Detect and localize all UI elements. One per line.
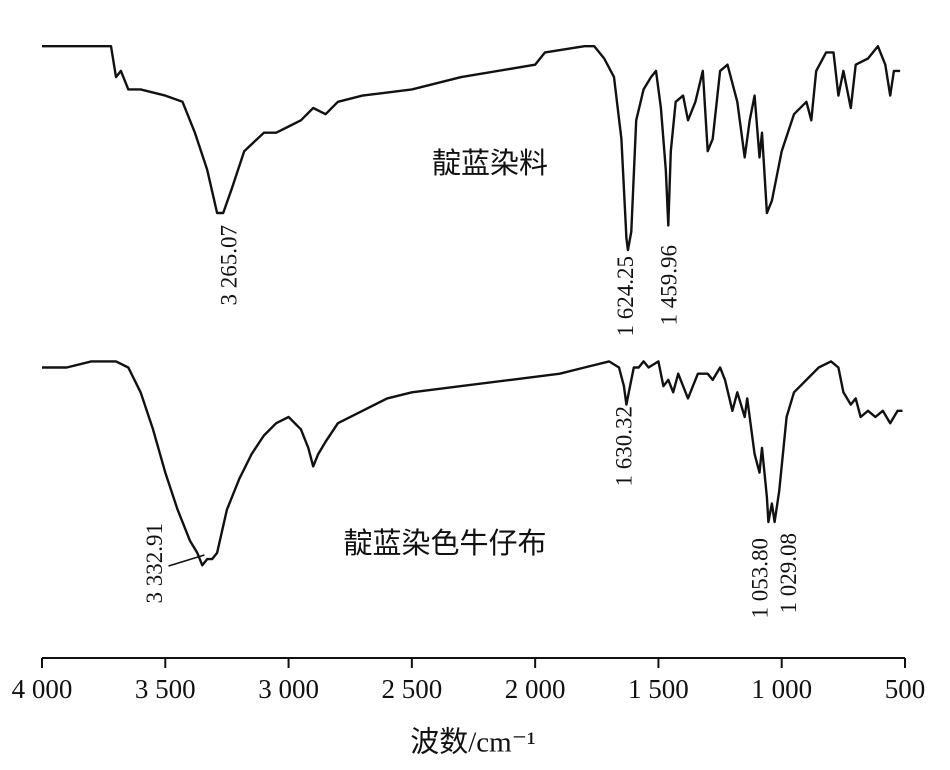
x-tick-label: 3 000: [258, 674, 319, 704]
series-label: 靛蓝染料: [432, 146, 548, 180]
spectrum-line: [42, 360, 903, 567]
x-tick-label: 2 500: [381, 674, 442, 704]
x-tick-label: 500: [885, 674, 926, 704]
peak-label: 1 630.32: [612, 406, 637, 487]
x-tick-label: 1 500: [628, 674, 689, 704]
x-tick-label: 3 500: [135, 674, 196, 704]
x-axis-title: 波数/cm⁻¹: [410, 726, 536, 759]
peak-label: 1 029.08: [776, 533, 801, 614]
peak-label: 3 332.91: [142, 523, 167, 604]
x-tick-label: 4 000: [12, 674, 73, 704]
peak-label: 1 624.25: [613, 256, 638, 337]
peak-label: 3 265.07: [216, 225, 241, 306]
x-tick-label: 2 000: [505, 674, 566, 704]
peak-label: 1 459.96: [657, 245, 682, 326]
x-tick-label: 1 000: [751, 674, 812, 704]
spectrum-line: [42, 45, 901, 252]
peak-label: 1 053.80: [748, 538, 773, 619]
leader-line: [168, 554, 205, 567]
series-label: 靛蓝染色牛仔布: [343, 526, 546, 560]
